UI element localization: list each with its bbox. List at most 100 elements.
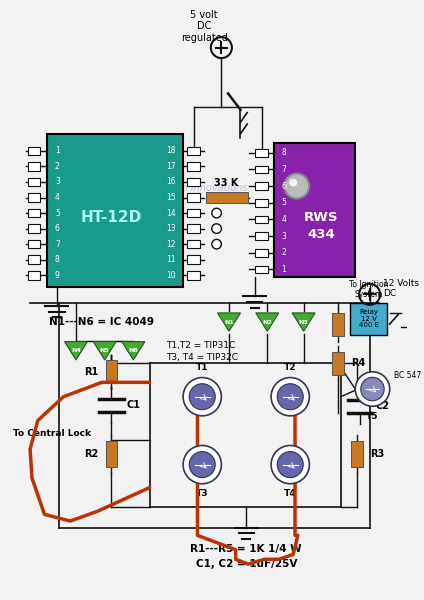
Text: 33 K: 33 K <box>215 178 239 188</box>
Polygon shape <box>122 341 145 360</box>
Text: 11: 11 <box>166 255 176 264</box>
Bar <box>187 209 200 217</box>
Text: 10: 10 <box>166 271 176 280</box>
Text: N6: N6 <box>128 348 138 353</box>
Text: R1: R1 <box>84 367 98 377</box>
Text: N1: N1 <box>224 320 234 325</box>
Text: R5: R5 <box>351 320 365 330</box>
Text: 2: 2 <box>282 248 286 257</box>
Text: 5: 5 <box>282 199 287 208</box>
Polygon shape <box>256 313 279 331</box>
Bar <box>28 224 40 233</box>
Text: C1: C1 <box>127 400 141 410</box>
Bar <box>274 143 355 277</box>
Bar <box>28 271 40 280</box>
Text: To Central Lock: To Central Lock <box>13 430 91 439</box>
Text: 7: 7 <box>55 239 60 248</box>
Bar <box>332 313 344 337</box>
Circle shape <box>277 452 303 478</box>
Bar <box>187 224 200 233</box>
Bar <box>187 146 200 155</box>
Bar <box>28 209 40 217</box>
Bar <box>28 162 40 171</box>
Text: swagatam innovations: swagatam innovations <box>137 183 248 193</box>
Text: C1, C2 = 1uF/25V: C1, C2 = 1uF/25V <box>195 559 297 569</box>
Text: R3: R3 <box>371 449 385 459</box>
Text: 18: 18 <box>166 146 176 155</box>
Circle shape <box>361 377 384 401</box>
Bar <box>28 146 40 155</box>
Text: 7: 7 <box>282 165 287 174</box>
Bar <box>187 256 200 264</box>
Bar <box>28 193 40 202</box>
Polygon shape <box>218 313 240 331</box>
Bar <box>106 440 117 467</box>
Text: 15: 15 <box>166 193 176 202</box>
Bar <box>206 192 248 203</box>
Circle shape <box>183 377 221 416</box>
Polygon shape <box>64 341 87 360</box>
Bar <box>28 178 40 186</box>
Text: N1---N6 = IC 4049: N1---N6 = IC 4049 <box>49 317 154 328</box>
Circle shape <box>355 372 390 406</box>
Text: RWS
434: RWS 434 <box>304 211 338 241</box>
Circle shape <box>183 445 221 484</box>
Circle shape <box>189 452 215 478</box>
Text: R2: R2 <box>84 449 98 459</box>
Text: T3: T3 <box>196 490 209 499</box>
Bar <box>255 182 268 190</box>
Text: 5: 5 <box>55 209 60 218</box>
Text: 6: 6 <box>282 182 287 191</box>
Text: 3: 3 <box>282 232 287 241</box>
Text: 12: 12 <box>166 239 176 248</box>
Text: N2: N2 <box>262 320 272 325</box>
Bar <box>255 249 268 257</box>
Bar <box>351 303 387 335</box>
Text: 8: 8 <box>55 255 60 264</box>
Circle shape <box>289 179 297 187</box>
Text: T5: T5 <box>366 412 379 421</box>
Text: 3: 3 <box>55 178 60 187</box>
Text: R1---R5 = 1K 1/4 W: R1---R5 = 1K 1/4 W <box>190 544 302 554</box>
Text: 16: 16 <box>166 178 176 187</box>
Bar <box>255 215 268 223</box>
Circle shape <box>212 224 221 233</box>
Text: 6: 6 <box>55 224 60 233</box>
Bar <box>106 361 117 383</box>
Text: N5: N5 <box>100 348 109 353</box>
Bar <box>187 178 200 186</box>
Text: C2: C2 <box>375 401 389 411</box>
Text: 9: 9 <box>55 271 60 280</box>
Bar <box>255 199 268 206</box>
Bar <box>255 166 268 173</box>
Text: N3: N3 <box>299 320 309 325</box>
Text: T1: T1 <box>196 363 209 372</box>
Text: N4: N4 <box>71 348 81 353</box>
Text: 17: 17 <box>166 162 176 171</box>
Bar <box>187 162 200 171</box>
Bar <box>187 240 200 248</box>
Circle shape <box>277 383 303 410</box>
Text: 4: 4 <box>282 215 287 224</box>
Bar <box>255 232 268 240</box>
Circle shape <box>189 383 215 410</box>
Polygon shape <box>93 341 116 360</box>
Text: 14: 14 <box>166 209 176 218</box>
Circle shape <box>212 239 221 249</box>
Bar <box>332 352 344 374</box>
Bar <box>351 440 363 467</box>
Text: Relay
12 V
400 E: Relay 12 V 400 E <box>359 309 379 328</box>
Text: 1: 1 <box>282 265 286 274</box>
Text: 1: 1 <box>55 146 60 155</box>
Circle shape <box>271 377 310 416</box>
Text: 5 volt
DC
regulated: 5 volt DC regulated <box>181 10 228 43</box>
Circle shape <box>285 173 309 199</box>
Text: 8: 8 <box>282 148 286 157</box>
Bar <box>187 271 200 280</box>
Bar <box>255 266 268 274</box>
Bar <box>47 134 183 287</box>
Text: To Ignition
System: To Ignition System <box>349 280 388 299</box>
Text: T1,T2 = TIP31C
T3, T4 = TIP32C: T1,T2 = TIP31C T3, T4 = TIP32C <box>166 341 238 362</box>
Bar <box>187 193 200 202</box>
Bar <box>255 149 268 157</box>
